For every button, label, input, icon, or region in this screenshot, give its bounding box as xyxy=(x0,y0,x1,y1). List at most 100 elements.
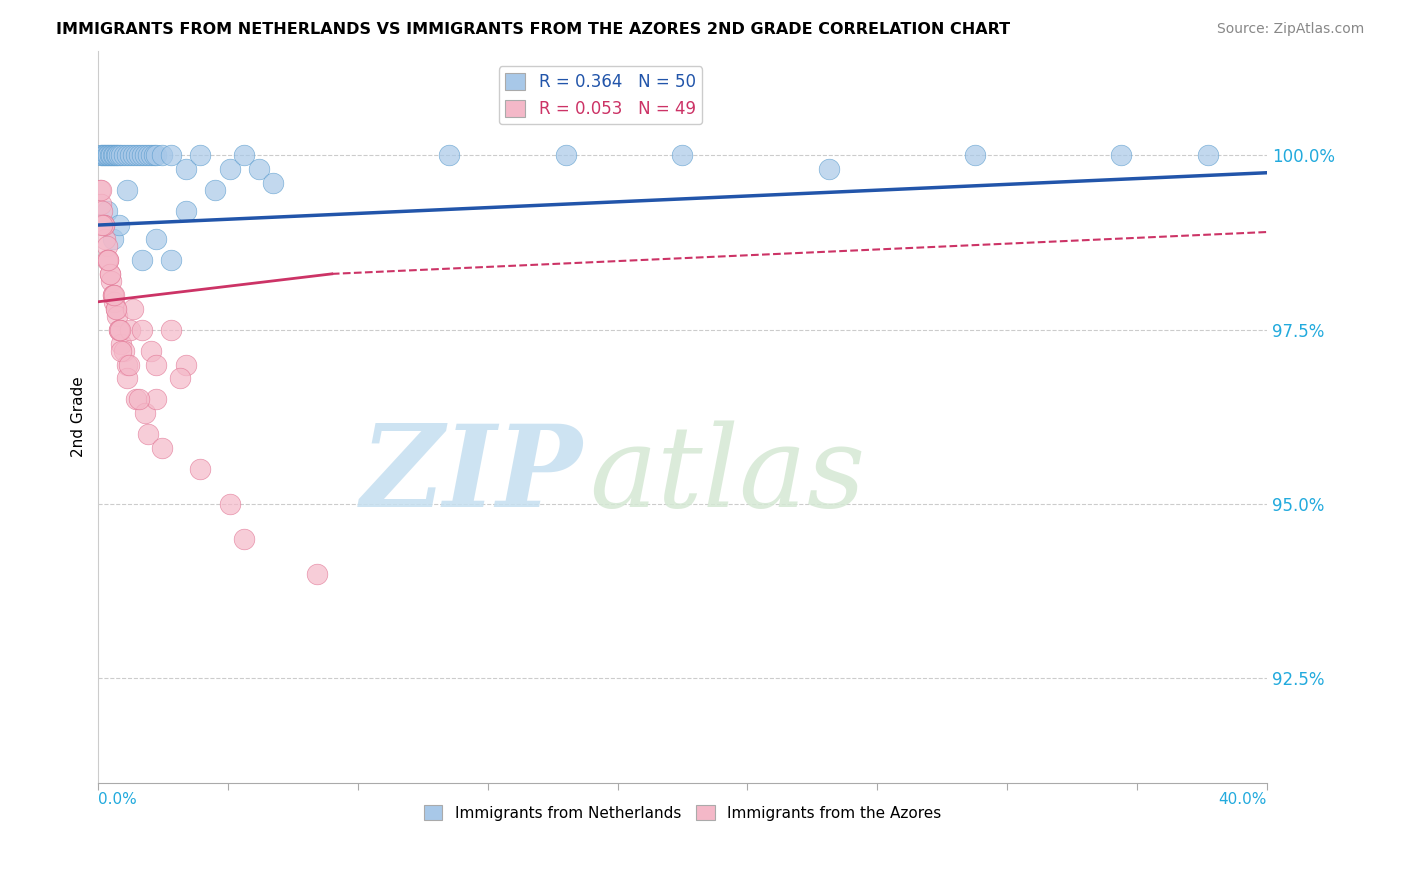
Point xyxy=(101,232,124,246)
Point xyxy=(93,218,115,232)
Point xyxy=(94,148,117,162)
Point xyxy=(91,148,114,162)
Point xyxy=(437,148,460,162)
Point xyxy=(307,566,329,581)
Point xyxy=(1197,148,1219,162)
Point xyxy=(110,336,132,351)
Point xyxy=(101,287,124,301)
Point xyxy=(131,148,153,162)
Point xyxy=(117,358,139,372)
Point xyxy=(110,343,132,358)
Point xyxy=(90,197,112,211)
Point xyxy=(160,252,183,267)
Point xyxy=(817,162,839,177)
Point xyxy=(103,148,125,162)
Point xyxy=(112,148,135,162)
Point xyxy=(104,301,127,316)
Point xyxy=(107,323,129,337)
Point xyxy=(131,323,153,337)
Point xyxy=(142,148,165,162)
Point xyxy=(136,148,159,162)
Point xyxy=(174,162,197,177)
Point xyxy=(118,358,141,372)
Point xyxy=(110,148,132,162)
Point xyxy=(101,148,124,162)
Point xyxy=(100,148,122,162)
Point xyxy=(174,204,197,219)
Point xyxy=(112,343,135,358)
Point xyxy=(1109,148,1132,162)
Text: 40.0%: 40.0% xyxy=(1219,792,1267,807)
Text: 0.0%: 0.0% xyxy=(98,792,136,807)
Point xyxy=(125,148,148,162)
Point xyxy=(139,343,162,358)
Point xyxy=(233,148,256,162)
Point xyxy=(169,371,191,385)
Point xyxy=(247,162,270,177)
Point xyxy=(262,176,284,190)
Point xyxy=(218,497,240,511)
Point xyxy=(204,183,226,197)
Point xyxy=(134,406,156,420)
Point xyxy=(145,358,167,372)
Point xyxy=(671,148,693,162)
Point xyxy=(150,148,173,162)
Point xyxy=(104,301,127,316)
Point xyxy=(134,148,156,162)
Point xyxy=(91,204,114,219)
Legend: Immigrants from Netherlands, Immigrants from the Azores: Immigrants from Netherlands, Immigrants … xyxy=(418,798,948,827)
Point xyxy=(160,148,183,162)
Point xyxy=(136,427,159,442)
Point xyxy=(139,148,162,162)
Text: ZIP: ZIP xyxy=(361,420,583,531)
Point xyxy=(174,358,197,372)
Point xyxy=(554,148,576,162)
Text: IMMIGRANTS FROM NETHERLANDS VS IMMIGRANTS FROM THE AZORES 2ND GRADE CORRELATION : IMMIGRANTS FROM NETHERLANDS VS IMMIGRANT… xyxy=(56,22,1011,37)
Point xyxy=(107,323,129,337)
Point xyxy=(963,148,986,162)
Point xyxy=(131,252,153,267)
Point xyxy=(98,267,121,281)
Point xyxy=(218,162,240,177)
Point xyxy=(97,252,120,267)
Point xyxy=(90,183,112,197)
Point xyxy=(96,204,118,219)
Point xyxy=(89,183,111,197)
Point xyxy=(145,392,167,407)
Point xyxy=(97,148,120,162)
Point xyxy=(93,148,115,162)
Point xyxy=(128,148,150,162)
Point xyxy=(108,323,131,337)
Point xyxy=(117,371,139,385)
Point xyxy=(117,148,139,162)
Point xyxy=(103,287,125,301)
Point xyxy=(117,183,139,197)
Point xyxy=(150,442,173,456)
Point xyxy=(122,301,145,316)
Point xyxy=(103,294,125,309)
Point xyxy=(96,239,118,253)
Text: atlas: atlas xyxy=(589,420,865,531)
Point xyxy=(120,148,142,162)
Point xyxy=(98,267,121,281)
Point xyxy=(94,232,117,246)
Point xyxy=(188,462,211,476)
Y-axis label: 2nd Grade: 2nd Grade xyxy=(72,376,86,458)
Point xyxy=(233,532,256,546)
Point xyxy=(101,287,124,301)
Point xyxy=(96,252,118,267)
Point xyxy=(128,392,150,407)
Point xyxy=(188,148,211,162)
Point xyxy=(97,252,120,267)
Point xyxy=(100,274,122,288)
Point xyxy=(105,148,128,162)
Point xyxy=(93,218,115,232)
Point xyxy=(145,232,167,246)
Point xyxy=(120,323,142,337)
Point xyxy=(105,309,128,323)
Point xyxy=(96,148,118,162)
Point xyxy=(104,148,127,162)
Point xyxy=(122,148,145,162)
Text: Source: ZipAtlas.com: Source: ZipAtlas.com xyxy=(1216,22,1364,37)
Point xyxy=(160,323,183,337)
